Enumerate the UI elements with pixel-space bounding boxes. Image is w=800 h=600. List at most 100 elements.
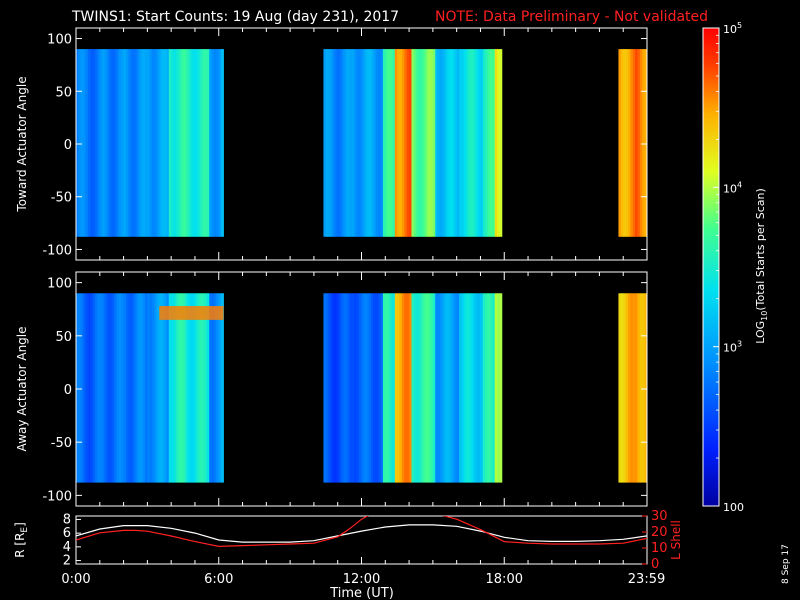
heatmap-cell — [202, 49, 205, 237]
heatmap-cell — [482, 293, 486, 483]
heatmap-cell — [399, 293, 403, 483]
heatmap-cell — [473, 49, 477, 237]
heatmap-cell — [627, 49, 631, 237]
heatmap-cell — [635, 49, 638, 237]
away-ylabel: Away Actuator Angle — [15, 326, 29, 451]
heatmap-cell — [425, 49, 429, 237]
heatmap-cell — [437, 49, 441, 237]
heatmap-cell — [618, 293, 622, 483]
heatmap-cell — [330, 293, 334, 483]
heatmap-cell — [361, 49, 365, 237]
left-tick-label: 2 — [63, 554, 71, 569]
toward-ylabel: Toward Actuator Angle — [15, 76, 29, 212]
heatmap-cell — [385, 293, 389, 483]
heatmap-cell — [456, 49, 460, 237]
heatmap-cell — [109, 49, 113, 237]
heatmap-cell — [447, 293, 450, 483]
heatmap-cell — [428, 49, 431, 237]
heatmap-cell — [459, 293, 462, 483]
left-tick-label: 8 — [63, 512, 71, 527]
heatmap-cell — [149, 49, 153, 237]
heatmap-cell — [406, 49, 410, 237]
heatmap-cell — [87, 49, 91, 237]
heatmap-cell — [387, 293, 391, 483]
heatmap-cell — [83, 49, 86, 237]
heatmap-cell — [116, 49, 120, 237]
heatmap-cell — [492, 293, 496, 483]
heatmap-cell — [202, 293, 205, 483]
y-tick-label: -100 — [42, 243, 72, 258]
heatmap-cell — [380, 293, 384, 483]
heatmap-cell — [366, 293, 370, 483]
colorbar-label: LOG10(Total Starts per Scan) — [754, 188, 769, 344]
heatmap-cell — [420, 49, 424, 237]
heatmap-cell — [204, 293, 208, 483]
heatmap-cell — [368, 293, 372, 483]
heatmap-cell — [161, 293, 165, 483]
colorbar-tick-label: 104 — [723, 180, 742, 195]
heatmap-cell — [344, 49, 348, 237]
chart-title: TWINS1: Start Counts: 19 Aug (day 231), … — [71, 9, 399, 25]
heatmap-cell — [194, 49, 198, 237]
heatmap-cell — [375, 49, 379, 237]
heatmap-cell — [423, 49, 427, 237]
heatmap-cell — [399, 49, 403, 237]
heatmap-cell — [185, 49, 189, 237]
heatmap-cell — [92, 293, 96, 483]
heatmap-cell — [121, 293, 124, 483]
heatmap-cell — [356, 293, 360, 483]
y-tick-label: 0 — [64, 138, 72, 153]
heatmap-cell — [216, 49, 220, 237]
colorbar-ticks: 105 104 103 100 — [713, 21, 744, 514]
heatmap-cell — [359, 49, 362, 237]
heatmap-cell — [449, 49, 453, 237]
heatmap-cell — [218, 293, 222, 483]
heatmap-cell — [385, 49, 389, 237]
heatmap-cell — [447, 49, 450, 237]
heatmap-cell — [418, 293, 422, 483]
heatmap-cell — [406, 293, 410, 483]
heatmap-cell — [623, 49, 626, 237]
heatmap-cell — [347, 49, 350, 237]
heatmap-cell — [487, 293, 491, 483]
x-tick-label: 0:00 — [61, 572, 90, 587]
heatmap-cell — [454, 49, 458, 237]
heatmap-cell — [190, 293, 193, 483]
heatmap-cell — [418, 49, 422, 237]
heatmap-cell — [78, 49, 82, 237]
heatmap-cell — [390, 293, 393, 483]
heatmap-cell — [354, 49, 358, 237]
heatmap-cell — [118, 293, 122, 483]
heatmap-cell — [164, 293, 167, 483]
heatmap-hot-feature — [159, 306, 224, 320]
heatmap-cell — [125, 49, 129, 237]
heatmap-cell — [142, 49, 146, 237]
heatmap-cell — [468, 49, 472, 237]
right-tick-label: 10 — [651, 541, 668, 556]
heatmap-cell — [437, 293, 441, 483]
heatmap-cell — [468, 293, 472, 483]
heatmap-cell — [183, 49, 186, 237]
heatmap-cell — [180, 293, 184, 483]
heatmap-cell — [451, 293, 455, 483]
heatmap-cell — [80, 293, 84, 483]
heatmap-cell — [159, 293, 163, 483]
heatmap-cell — [485, 293, 488, 483]
heatmap-cell — [444, 49, 448, 237]
heatmap-cell — [390, 49, 393, 237]
heatmap-cell — [133, 293, 136, 483]
heatmap-cell — [323, 49, 327, 237]
heatmap-cell — [206, 49, 210, 237]
heatmap-cell — [340, 293, 343, 483]
heatmap-cell — [480, 49, 484, 237]
heatmap-cell — [635, 293, 638, 483]
y-tick-label: -50 — [51, 191, 72, 206]
heatmap-cell — [499, 293, 503, 483]
heatmap-cell — [625, 49, 629, 237]
heatmap-cell — [109, 293, 113, 483]
heatmap-cell — [361, 293, 365, 483]
heatmap-cell — [425, 293, 429, 483]
heatmap-cell — [637, 49, 641, 237]
heatmap-cell — [145, 49, 148, 237]
